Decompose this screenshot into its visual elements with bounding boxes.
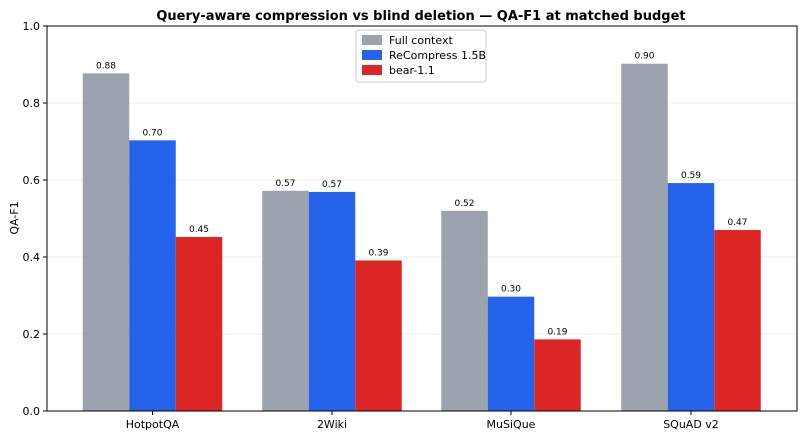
bar-squad-v2-1 [667, 183, 715, 411]
x-tick-label: SQuAD v2 [663, 418, 719, 431]
legend-entry: bear-1.1 [389, 64, 435, 77]
bar-musique-2 [534, 339, 581, 411]
bar-hotpotqa-2 [175, 236, 223, 411]
bar-2wiki-1 [308, 191, 356, 411]
bar-value-label: 0.57 [322, 180, 342, 190]
bar-value-label: 0.90 [634, 52, 654, 62]
bar-value-label: 0.59 [681, 171, 701, 181]
bar-value-label: 0.39 [368, 248, 388, 258]
legend-swatch [362, 50, 382, 60]
bar-value-label: 0.70 [142, 128, 162, 138]
bar-value-label: 0.57 [275, 179, 295, 189]
bar-value-label: 0.52 [454, 199, 474, 209]
y-tick-label: 0.0 [23, 405, 41, 418]
legend-swatch [362, 35, 382, 45]
bar-musique-0 [441, 210, 488, 411]
legend-entry: Full context [389, 34, 453, 47]
bar-value-label: 0.30 [501, 285, 521, 295]
bar-musique-1 [487, 296, 535, 411]
bar-hotpotqa-1 [129, 140, 176, 411]
y-tick-label: 1.0 [23, 20, 41, 33]
x-tick-label: HotpotQA [126, 418, 180, 431]
chart-title: Query-aware compression vs blind deletio… [156, 9, 685, 24]
y-tick-label: 0.4 [23, 251, 41, 264]
bar-2wiki-0 [262, 190, 309, 411]
data-labels: 0.88 0.70 0.45 0.57 0.57 0.39 0.52 0.30 0.19 0.90… [96, 52, 748, 338]
bar-value-label: 0.45 [189, 225, 209, 235]
bar-squad-v2-0 [621, 63, 668, 411]
x-axis: HotpotQA 2Wiki MuSiQue SQuAD v2 [126, 411, 719, 431]
legend: Full context ReCompress 1.5B bear-1.1 [355, 29, 487, 83]
legend-entry: ReCompress 1.5B [389, 49, 486, 62]
bar-2wiki-2 [355, 260, 402, 411]
bar-value-label: 0.88 [96, 61, 116, 71]
bar-hotpotqa-0 [82, 73, 130, 411]
y-tick-label: 0.2 [23, 328, 41, 341]
bar-value-label: 0.19 [547, 327, 567, 337]
plot-frame [46, 25, 798, 412]
y-axis-label: QA-F1 [8, 201, 21, 234]
bar-value-label: 0.47 [727, 218, 747, 228]
y-tick-label: 0.8 [23, 97, 41, 110]
y-axis: 0.0 0.2 0.4 0.6 0.8 1.0 [23, 20, 47, 418]
x-tick-label: 2Wiki [317, 418, 347, 431]
legend-swatch [362, 65, 382, 75]
bars [82, 63, 761, 411]
bar-squad-v2-2 [714, 230, 761, 411]
legend-box [355, 29, 487, 83]
x-tick-label: MuSiQue [487, 418, 536, 431]
y-tick-label: 0.6 [23, 174, 41, 187]
